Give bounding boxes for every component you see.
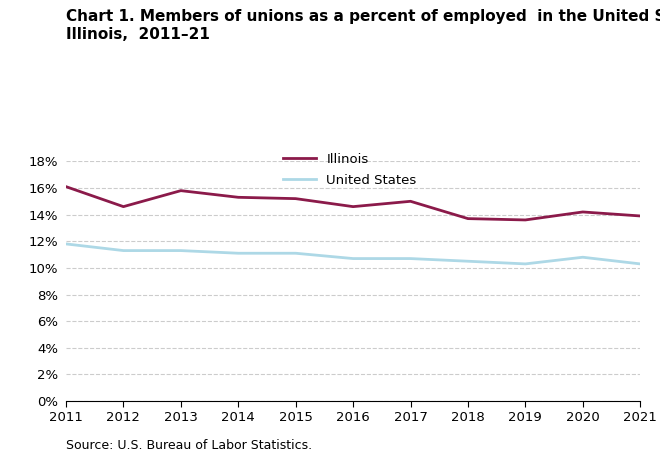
Text: Source: U.S. Bureau of Labor Statistics.: Source: U.S. Bureau of Labor Statistics. xyxy=(66,439,312,452)
Legend: Illinois, United States: Illinois, United States xyxy=(278,148,422,192)
Text: Chart 1. Members of unions as a percent of employed  in the United States and
Il: Chart 1. Members of unions as a percent … xyxy=(66,9,660,41)
